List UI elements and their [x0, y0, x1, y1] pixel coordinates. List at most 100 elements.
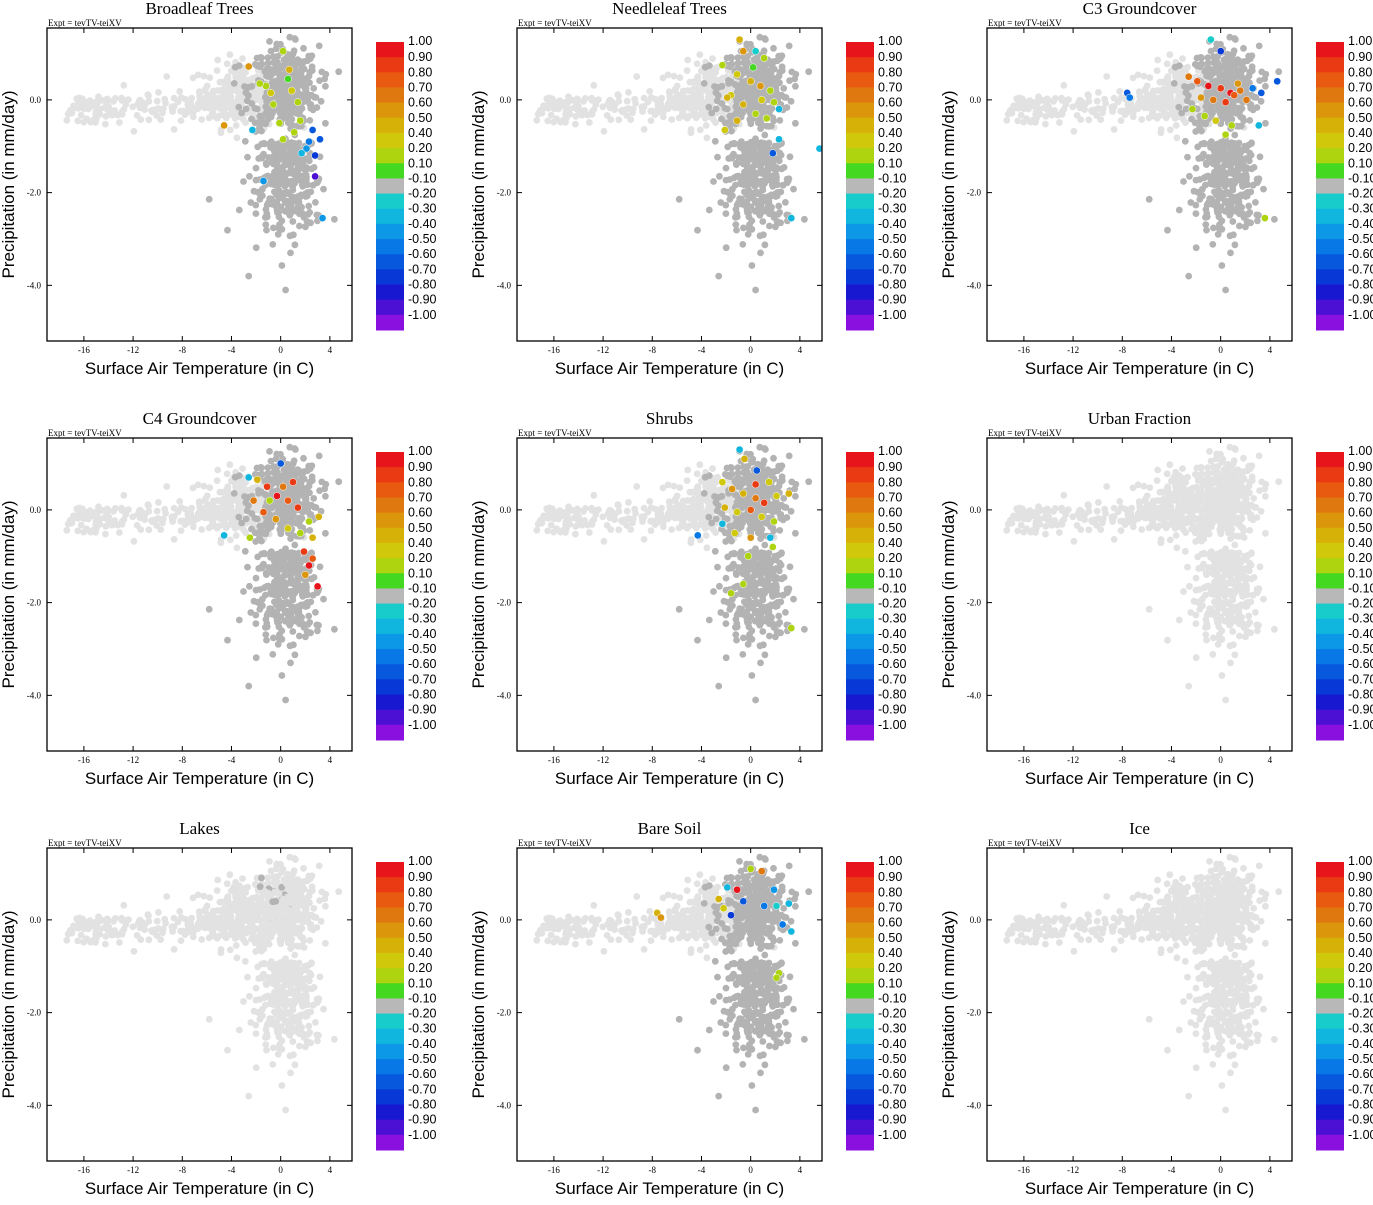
bg-point [1230, 142, 1237, 149]
bg-point [277, 110, 284, 117]
bg-point [198, 116, 205, 123]
bg-point [1242, 223, 1249, 230]
bg-point [704, 544, 711, 551]
bg-point [226, 461, 233, 468]
bg-point [1245, 211, 1252, 218]
bg-point [270, 635, 277, 642]
bg-point [593, 99, 600, 106]
colorbar-label: -0.40 [1348, 217, 1373, 231]
data-point [1189, 106, 1196, 113]
bg-point [303, 586, 310, 593]
bg-point [1139, 103, 1146, 110]
bg-point [116, 529, 123, 536]
bg-point [81, 508, 88, 515]
bg-point [560, 117, 567, 124]
bg-point [261, 68, 268, 75]
bg-point [282, 609, 289, 616]
bg-point [1225, 206, 1232, 213]
bg-point [668, 116, 675, 123]
bg-point [1193, 210, 1200, 217]
bg-point [740, 161, 747, 168]
bg-point [706, 207, 713, 214]
bg-point [223, 79, 230, 86]
bg-point [544, 96, 551, 103]
bg-point [275, 156, 282, 163]
colorbar-swatch [846, 239, 874, 255]
bg-point [698, 93, 705, 100]
bg-point [298, 193, 305, 200]
bg-point [214, 57, 221, 64]
colorbar-swatch [376, 664, 404, 680]
x-axis-label: Surface Air Temperature (in C) [85, 769, 314, 788]
bg-point [290, 231, 297, 238]
bg-point [1074, 112, 1081, 119]
bg-point [712, 138, 719, 145]
bg-point [253, 575, 260, 582]
x-tick-label: 4 [328, 345, 333, 355]
bg-point [703, 122, 710, 129]
colorbar-swatch [1316, 315, 1344, 331]
bg-point [316, 453, 323, 460]
bg-point [287, 535, 294, 542]
bg-point [763, 123, 770, 130]
bg-point [1210, 161, 1217, 168]
bg-point [287, 250, 294, 257]
bg-point [788, 69, 795, 76]
bg-point [306, 158, 313, 165]
y-axis-label: Precipitation (in mm/day) [0, 90, 18, 278]
bg-point [224, 227, 231, 234]
bg-point [234, 134, 241, 141]
bg-point [1089, 108, 1096, 115]
data-point [309, 555, 316, 562]
bg-point [751, 183, 758, 190]
bg-point [171, 536, 178, 543]
bg-point [269, 241, 276, 248]
bg-point [1163, 79, 1170, 86]
colorbar-swatch [1316, 72, 1344, 88]
bg-point [270, 225, 277, 232]
bg-point [314, 104, 321, 111]
bg-point [1219, 262, 1226, 269]
bg-point [540, 103, 547, 110]
bg-point [1210, 174, 1217, 181]
bg-point [314, 589, 321, 596]
bg-point [291, 47, 298, 54]
bg-point [318, 479, 325, 486]
bg-point [206, 74, 213, 81]
bg-point [280, 190, 287, 197]
bg-point [660, 75, 667, 82]
bg-point [269, 552, 276, 559]
data-point [312, 152, 319, 159]
data-point [314, 583, 321, 590]
colorbar-label: -0.30 [878, 202, 907, 216]
bg-point [206, 606, 213, 613]
panel-title: Shrubs [646, 409, 693, 428]
bg-point [704, 134, 711, 141]
colorbar: 1.000.900.800.700.600.500.400.200.10-0.1… [376, 34, 437, 331]
bg-point [790, 186, 797, 193]
bg-point [303, 497, 310, 504]
x-tick-label: -8 [649, 345, 657, 355]
bg-point [311, 164, 318, 171]
colorbar-label: -0.50 [408, 232, 437, 246]
bg-point [81, 98, 88, 105]
bg-point [676, 74, 683, 81]
bg-point [760, 196, 767, 203]
y-axis-label: Precipitation (in mm/day) [469, 90, 488, 278]
bg-point [1247, 105, 1254, 112]
bg-point [555, 106, 562, 113]
data-point [1261, 215, 1268, 222]
bg-point [322, 83, 329, 90]
bg-point [1193, 165, 1200, 172]
colorbar-swatch [376, 254, 404, 270]
bg-point [335, 478, 342, 485]
colorbar-label: -1.00 [408, 718, 437, 732]
bg-point [760, 231, 767, 238]
bg-point [551, 98, 558, 105]
colorbar-swatch [846, 118, 874, 134]
colorbar-label: -0.20 [1348, 187, 1373, 201]
bg-point [1160, 92, 1167, 99]
colorbar-swatch [376, 118, 404, 134]
bg-point [1212, 78, 1219, 85]
